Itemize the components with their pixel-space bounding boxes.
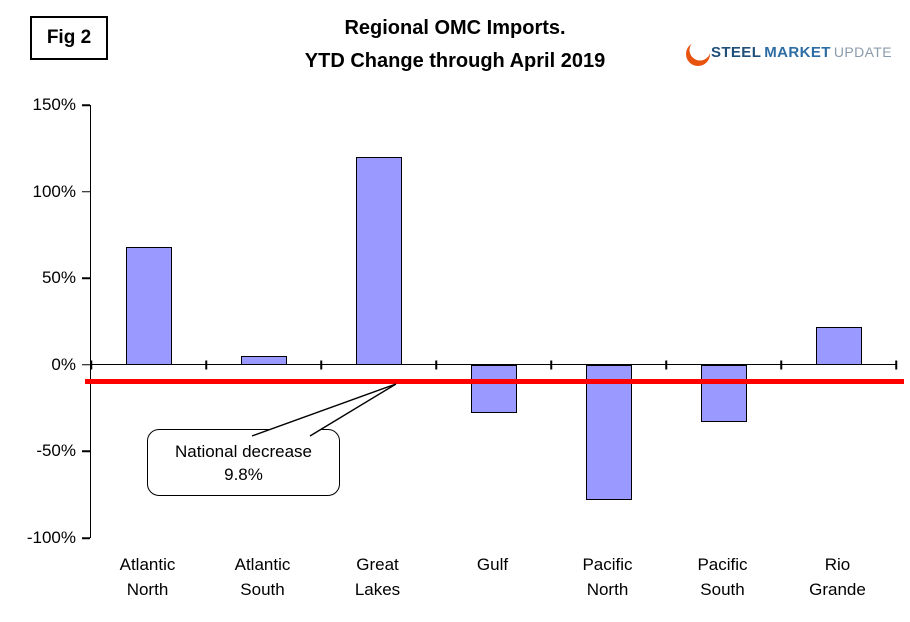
category-label: Rio Grande	[809, 555, 866, 599]
category-tick-mark	[665, 360, 667, 370]
category-tick-mark	[550, 360, 552, 370]
chart-title-line2: YTD Change through April 2019	[304, 50, 606, 72]
y-axis: 150% 100% 50% 0% -50% -100%	[0, 95, 82, 547]
annotation-line2: 9.8%	[224, 464, 263, 484]
category-axis-line	[91, 363, 896, 366]
bar-pacific-south	[700, 364, 747, 422]
category-tick-mark	[780, 360, 782, 370]
category-tick-mark	[205, 360, 207, 370]
category-tick-mark	[90, 360, 92, 370]
chart-title: Regional OMC Imports. YTD Change through…	[130, 12, 780, 78]
plot-area	[82, 104, 904, 539]
logo-word-update: UPDATE	[833, 44, 892, 60]
y-tick-label: 100%	[32, 181, 76, 201]
category-label: Pacific North	[582, 555, 633, 599]
category-label: Atlantic North	[119, 555, 176, 599]
category-label: Pacific South	[697, 555, 748, 599]
category-tick-mark	[895, 360, 897, 370]
annotation-callout: National decrease 9.8%	[147, 429, 340, 496]
figure-label: Fig 2	[46, 27, 92, 48]
bar-pacific-north	[585, 364, 632, 500]
logo-word-market: MARKET	[764, 43, 831, 61]
logo-swoosh-icon	[685, 42, 711, 66]
bar-atlantic-north	[125, 247, 172, 365]
logo-word-steel: STEEL	[710, 43, 762, 61]
y-tick-label: -50%	[36, 441, 76, 461]
steel-market-update-logo: STEEL MARKET UPDATE	[685, 36, 892, 68]
y-tick-mark	[82, 450, 90, 453]
national-decrease-line	[85, 379, 904, 385]
x-axis: Atlantic North Atlantic South Great Lakes G…	[90, 552, 895, 612]
y-tick-label: 150%	[32, 95, 76, 114]
category-tick-mark	[435, 360, 437, 370]
category-label: Atlantic South	[234, 555, 291, 599]
chart-title-line1: Regional OMC Imports.	[344, 17, 566, 39]
y-tick-mark	[82, 277, 90, 279]
annotation-line1: National decrease	[174, 441, 313, 461]
bar-rio-grande	[815, 326, 862, 365]
category-tick-mark	[320, 360, 322, 370]
bar-gulf	[470, 364, 517, 414]
y-tick-mark	[82, 537, 90, 539]
y-tick-label: 50%	[41, 268, 76, 288]
category-label: Gulf	[476, 555, 509, 574]
bar-great-lakes	[355, 156, 402, 365]
y-tick-mark	[82, 364, 90, 366]
bar-atlantic-south	[240, 356, 287, 365]
y-tick-label: -100%	[26, 528, 76, 547]
y-tick-label: 0%	[51, 354, 76, 374]
figure-label-box: Fig 2	[30, 16, 108, 60]
y-tick-mark	[82, 190, 90, 193]
y-tick-mark	[82, 104, 90, 106]
category-label: Great Lakes	[354, 555, 401, 599]
